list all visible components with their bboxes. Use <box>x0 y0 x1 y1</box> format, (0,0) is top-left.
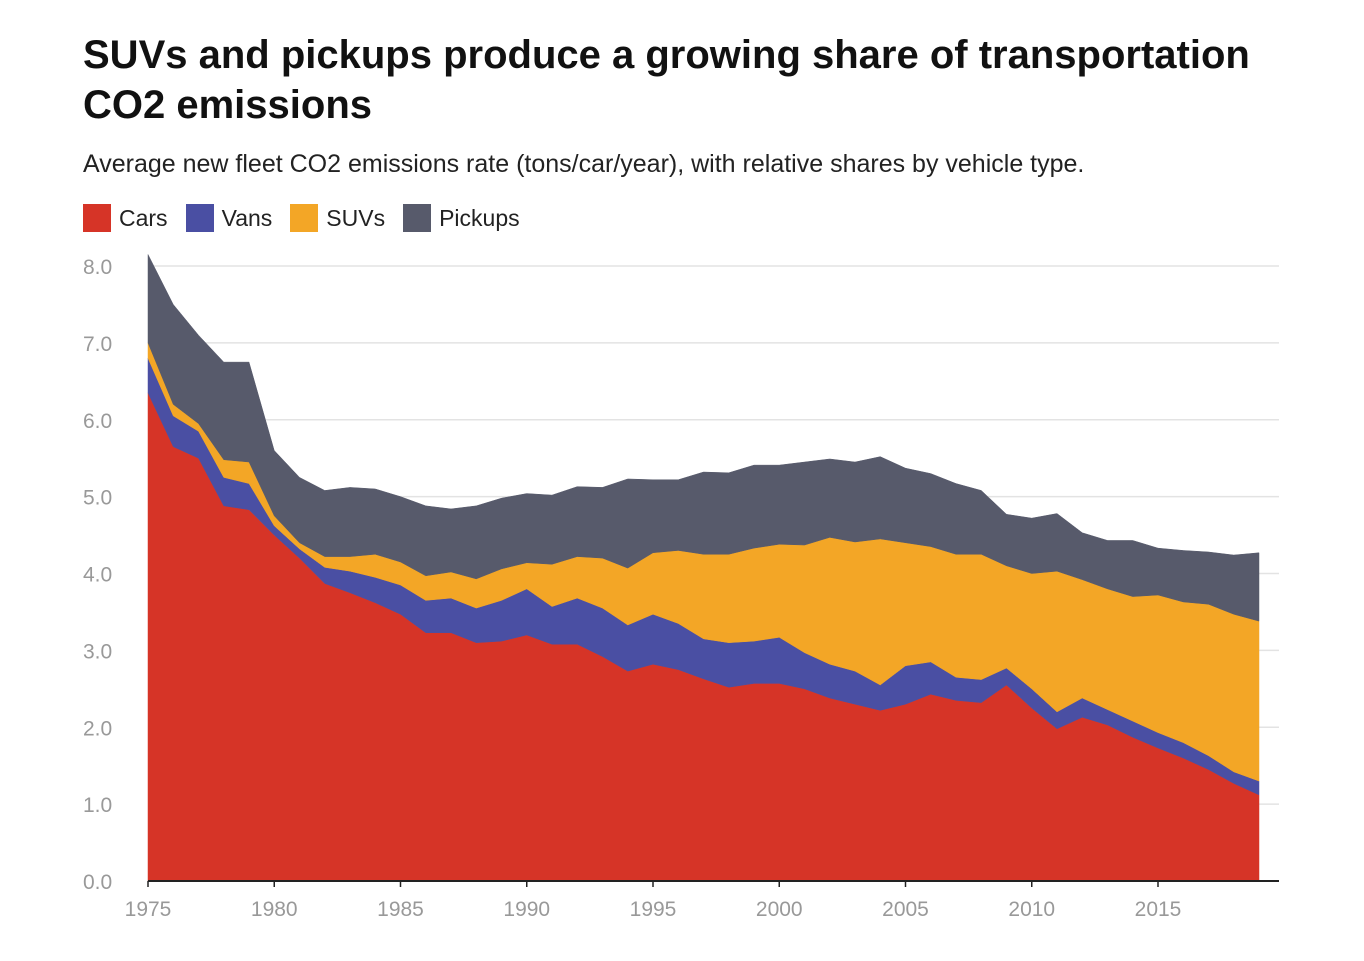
y-tick-label: 0.0 <box>83 871 112 894</box>
legend-label: Cars <box>119 204 168 231</box>
y-tick-label: 4.0 <box>83 564 112 587</box>
x-tick-label: 2015 <box>1135 898 1182 921</box>
x-tick-label: 2010 <box>1008 898 1055 921</box>
y-tick-label: 1.0 <box>83 794 112 817</box>
legend-swatch-pickups <box>403 204 432 232</box>
chart-subtitle: Average new fleet CO2 emissions rate (to… <box>83 150 1085 178</box>
legend-item-cars: Cars <box>83 204 168 232</box>
legend-swatch-vans <box>185 204 214 232</box>
x-tick-label: 1985 <box>377 898 424 921</box>
x-tick-label: 1980 <box>251 898 298 921</box>
x-tick-label: 2000 <box>756 898 803 921</box>
legend-item-pickups: Pickups <box>403 204 520 232</box>
legend-item-vans: Vans <box>185 204 273 232</box>
legend-label: SUVs <box>326 204 386 231</box>
legend: Cars Vans SUVs Pickups <box>83 204 520 232</box>
legend-swatch-cars <box>83 204 111 232</box>
legend-label: Pickups <box>439 204 520 231</box>
legend-label: Vans <box>221 204 273 231</box>
legend-item-suvs: SUVs <box>290 204 385 232</box>
y-tick-label: 3.0 <box>83 640 112 663</box>
area-pickups <box>147 254 1260 622</box>
y-tick-label: 2.0 <box>83 717 112 740</box>
x-tick-label: 1995 <box>630 898 677 921</box>
legend-swatch-suvs <box>290 204 319 232</box>
x-tick-label: 1990 <box>503 898 550 921</box>
y-tick-label: 8.0 <box>83 256 112 279</box>
x-tick-label: 2005 <box>882 898 929 921</box>
chart-title: SUVs and pickups produce a growing share… <box>83 33 1250 127</box>
y-tick-label: 7.0 <box>83 333 112 356</box>
x-tick-label: 1975 <box>125 898 172 921</box>
y-tick-label: 5.0 <box>83 487 112 510</box>
y-tick-label: 6.0 <box>83 410 112 433</box>
